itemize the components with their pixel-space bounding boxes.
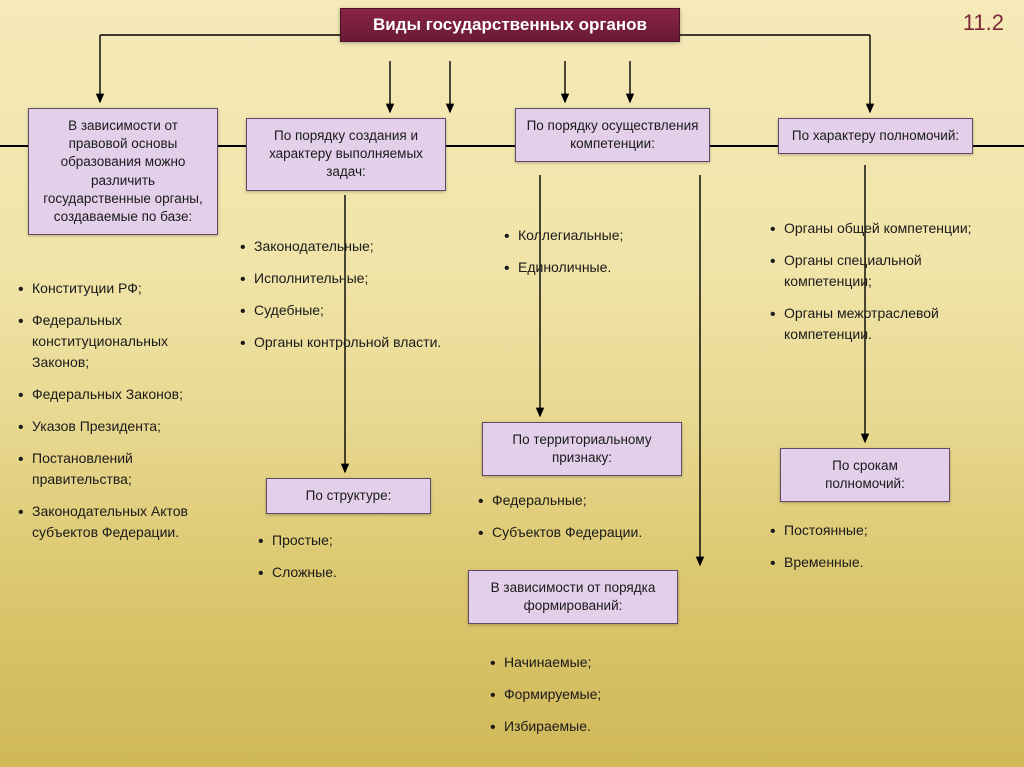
- box-b5: По структуре:: [266, 478, 431, 514]
- list-item: Судебные;: [240, 300, 450, 321]
- list-item: Органы общей компетенции;: [770, 218, 980, 239]
- list-item: Органы межотраслевой компетенции.: [770, 303, 980, 345]
- list-item: Единоличные.: [504, 257, 694, 278]
- list-item: Законодательных Актов субъектов Федераци…: [18, 501, 223, 543]
- box-b8: В зависимости от порядка формирований:: [468, 570, 678, 624]
- box-b3: По порядку осуществления компетенции:: [515, 108, 710, 162]
- list-l3: Простые; Сложные.: [258, 530, 428, 594]
- list-item: Федеральные;: [478, 490, 688, 511]
- list-item: Указов Президента;: [18, 416, 223, 437]
- list-l5: Федеральные; Субъектов Федерации.: [478, 490, 688, 554]
- box-b1: В зависимости от правовой основы образов…: [28, 108, 218, 235]
- list-item: Федеральных конституциональных Законов;: [18, 310, 223, 373]
- title-box: Виды государственных органов: [340, 8, 680, 42]
- box-b4: По характеру полномочий:: [778, 118, 973, 154]
- box-b2: По порядку создания и характеру выполняе…: [246, 118, 446, 191]
- list-l1: Конституции РФ; Федеральных конституциона…: [18, 278, 223, 554]
- list-item: Начинаемые;: [490, 652, 690, 673]
- box-b6: По территориальному признаку:: [482, 422, 682, 476]
- list-item: Органы специальной компетенции;: [770, 250, 980, 292]
- list-item: Субъектов Федерации.: [478, 522, 688, 543]
- list-item: Федеральных Законов;: [18, 384, 223, 405]
- list-item: Исполнительные;: [240, 268, 450, 289]
- page-number: 11.2: [963, 10, 1004, 36]
- list-item: Постановлений правительства;: [18, 448, 223, 490]
- list-item: Формируемые;: [490, 684, 690, 705]
- list-l6: Начинаемые; Формируемые; Избираемые.: [490, 652, 690, 748]
- list-item: Временные.: [770, 552, 970, 573]
- list-l8: Постоянные; Временные.: [770, 520, 970, 584]
- list-item: Простые;: [258, 530, 428, 551]
- list-l2: Законодательные; Исполнительные; Судебные;…: [240, 236, 450, 364]
- list-item: Коллегиальные;: [504, 225, 694, 246]
- list-item: Сложные.: [258, 562, 428, 583]
- list-item: Избираемые.: [490, 716, 690, 737]
- list-item: Постоянные;: [770, 520, 970, 541]
- list-item: Законодательные;: [240, 236, 450, 257]
- list-item: Конституции РФ;: [18, 278, 223, 299]
- list-item: Органы контрольной власти.: [240, 332, 450, 353]
- list-l7: Органы общей компетенции; Органы специаль…: [770, 218, 980, 356]
- list-l4: Коллегиальные; Единоличные.: [504, 225, 694, 289]
- box-b7: По срокам полномочий:: [780, 448, 950, 502]
